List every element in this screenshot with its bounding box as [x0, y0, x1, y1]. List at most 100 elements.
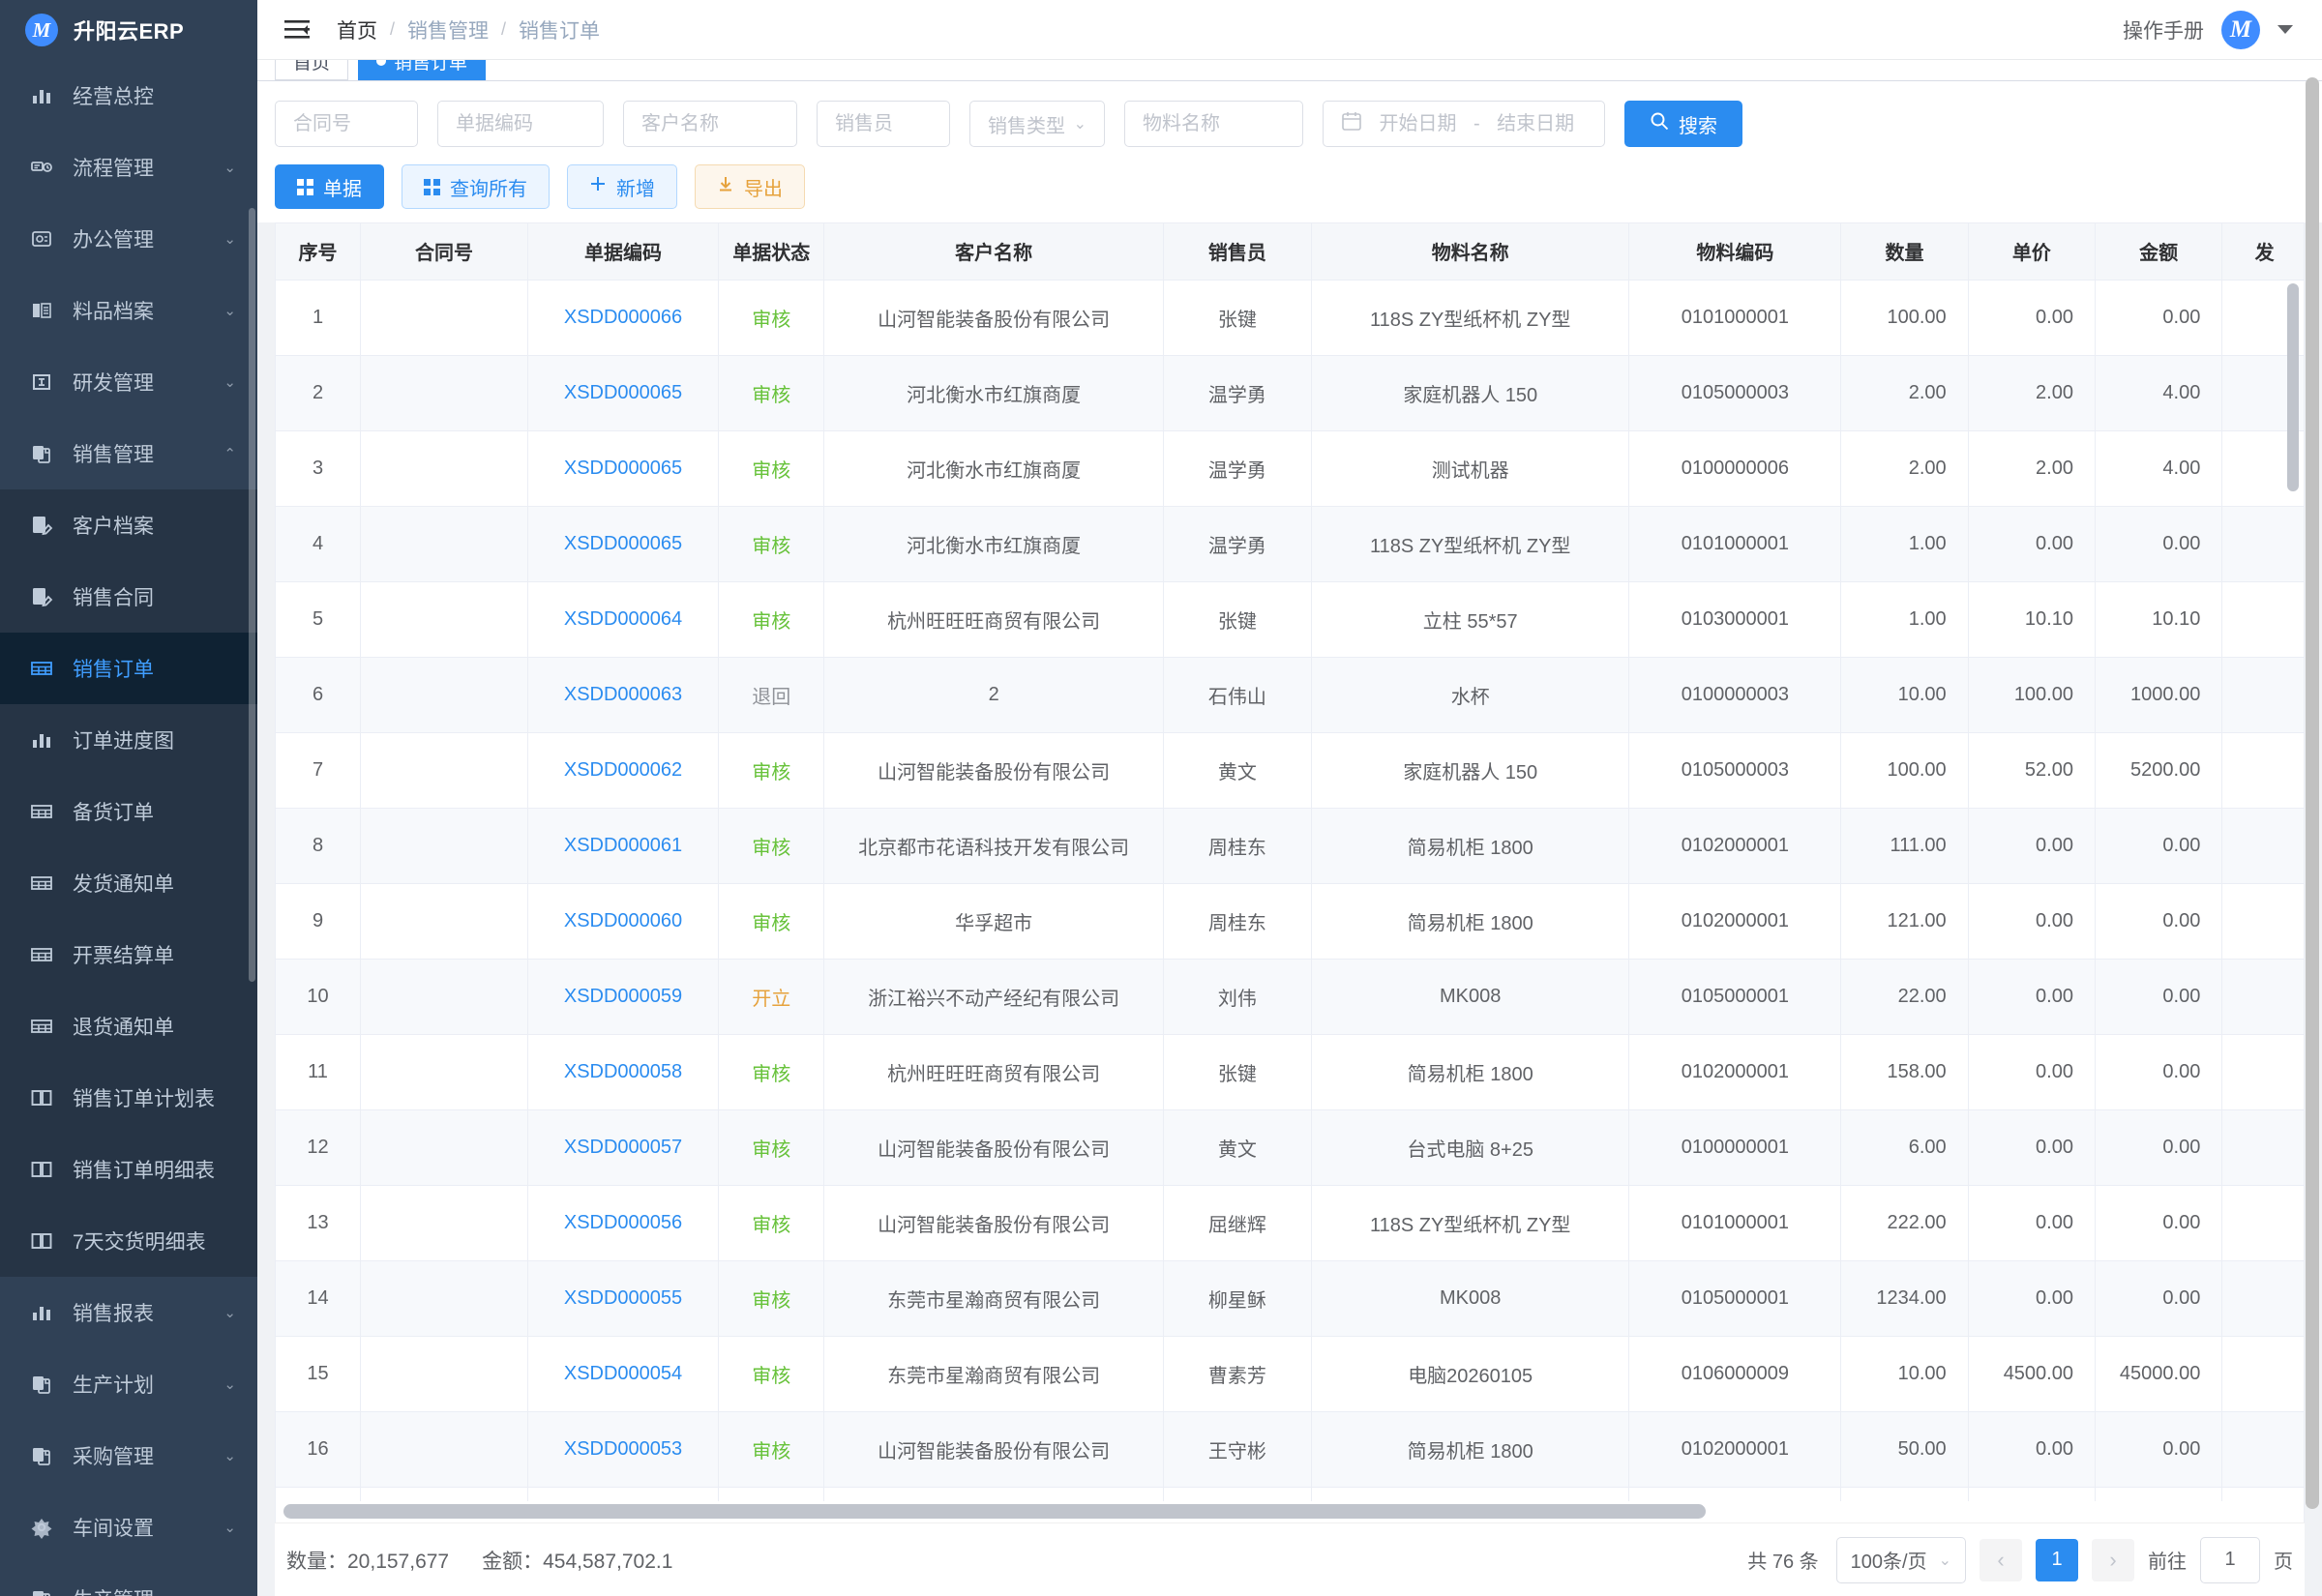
operation-manual-link[interactable]: 操作手册 — [2123, 19, 2204, 43]
row-doc-no[interactable]: XSDD000062 — [527, 732, 720, 809]
table-row[interactable]: 8 XSDD000061 审核 北京都市花语科技开发有限公司 周桂东 简易机柜 1800 0… — [276, 808, 2304, 884]
customer-input[interactable] — [641, 112, 779, 135]
date-end-input[interactable] — [1489, 112, 1582, 135]
sidebar-item-4[interactable]: 研发管理 ⌄ — [0, 346, 257, 418]
table-vertical-scrollbar[interactable] — [2287, 283, 2299, 491]
column-header-2[interactable]: 单据编码 — [527, 223, 720, 281]
customer-field[interactable] — [623, 101, 797, 147]
page-size-select[interactable]: 100条/页 ⌄ — [1835, 1536, 1966, 1583]
sidebar-item-20[interactable]: 车间设置 ⌄ — [0, 1492, 257, 1563]
menu-collapse-icon[interactable] — [283, 15, 312, 44]
row-doc-no[interactable]: XSDD000052 — [527, 1487, 720, 1501]
row-doc-no[interactable]: XSDD000064 — [527, 581, 720, 658]
search-button[interactable]: 搜索 — [1624, 101, 1742, 147]
sidebar-item-5[interactable]: 销售管理 ⌃ — [0, 418, 257, 489]
sidebar-item-16[interactable]: 7天交货明细表 — [0, 1205, 257, 1277]
date-start-input[interactable] — [1372, 112, 1464, 135]
table-row[interactable]: 14 XSDD000055 审核 东莞市星瀚商贸有限公司 柳星稣 MK008 0105000… — [276, 1260, 2304, 1337]
sidebar-item-10[interactable]: 备货订单 — [0, 776, 257, 847]
tab-home[interactable]: 首页 — [275, 60, 349, 80]
column-header-7[interactable]: 物料编码 — [1628, 223, 1842, 281]
next-page-button[interactable]: › — [2092, 1538, 2134, 1581]
row-doc-no[interactable]: XSDD000056 — [527, 1185, 720, 1261]
table-row[interactable]: 12 XSDD000057 审核 山河智能装备股份有限公司 黄文 台式电脑 8+25 010… — [276, 1109, 2304, 1186]
sidebar-item-14[interactable]: 销售订单计划表 — [0, 1062, 257, 1134]
doc-no-field[interactable] — [437, 101, 604, 147]
column-header-11[interactable]: 发 — [2221, 223, 2304, 281]
date-range-field[interactable]: - — [1323, 101, 1605, 147]
table-row[interactable]: 6 XSDD000063 退回 2 石伟山 水杯 0100000003 10.00 100.00… — [276, 657, 2304, 733]
sidebar-item-17[interactable]: 销售报表 ⌄ — [0, 1277, 257, 1348]
salesman-field[interactable] — [817, 101, 950, 147]
breadcrumb-item-sales-management[interactable]: 销售管理 — [407, 19, 490, 43]
add-button[interactable]: 新增 — [567, 164, 677, 209]
column-header-9[interactable]: 单价 — [1968, 223, 2096, 281]
contract-no-field[interactable] — [275, 101, 418, 147]
sidebar-item-6[interactable]: 客户档案 — [0, 489, 257, 561]
sidebar-item-21[interactable]: 生产管理⌄ — [0, 1563, 257, 1596]
table-row[interactable]: 1 XSDD000066 审核 山河智能装备股份有限公司 张键 118S ZY型纸杯机 Z… — [276, 280, 2304, 356]
column-header-6[interactable]: 物料名称 — [1311, 223, 1630, 281]
sidebar-item-9[interactable]: 订单进度图 — [0, 704, 257, 776]
row-doc-no[interactable]: XSDD000055 — [527, 1260, 720, 1337]
breadcrumb-item-home[interactable]: 首页 — [337, 19, 377, 43]
sidebar-item-13[interactable]: 退货通知单 — [0, 990, 257, 1062]
sidebar-scrollbar[interactable] — [249, 208, 255, 982]
page-number-1[interactable]: 1 — [2036, 1538, 2078, 1581]
material-field[interactable] — [1124, 101, 1303, 147]
prev-page-button[interactable]: ‹ — [1980, 1538, 2022, 1581]
salesman-input[interactable] — [835, 112, 932, 135]
row-doc-no[interactable]: XSDD000059 — [527, 959, 720, 1035]
tab-sales-order[interactable]: 销售订单 — [358, 60, 487, 80]
row-doc-no[interactable]: XSDD000066 — [527, 280, 720, 356]
doc-no-input[interactable] — [456, 112, 585, 135]
table-row[interactable]: 17 XSDD000052退回北京都市花语科技开发有限公司黄文保存箱拉杆 lx-0… — [276, 1487, 2304, 1501]
row-doc-no[interactable]: XSDD000063 — [527, 657, 720, 733]
table-row[interactable]: 4 XSDD000065 审核 河北衡水市红旗商厦 温学勇 118S ZY型纸杯机 ZY型… — [276, 506, 2304, 582]
row-doc-no[interactable]: XSDD000061 — [527, 808, 720, 884]
table-row[interactable]: 9 XSDD000060 审核 华孚超市 周桂东 简易机柜 1800 0102000001 1… — [276, 883, 2304, 960]
sidebar-item-1[interactable]: 流程管理 ⌄ — [0, 132, 257, 203]
sidebar-item-7[interactable]: 销售合同 — [0, 561, 257, 633]
table-row[interactable]: 5 XSDD000064 审核 杭州旺旺旺商贸有限公司 张键 立柱 55*57 010300… — [276, 581, 2304, 658]
table-row[interactable]: 3 XSDD000065 审核 河北衡水市红旗商厦 温学勇 测试机器 0100000006 2… — [276, 430, 2304, 507]
sidebar-item-18[interactable]: 生产计划 ⌄ — [0, 1348, 257, 1420]
sidebar-item-12[interactable]: 开票结算单 — [0, 919, 257, 990]
chevron-down-icon[interactable] — [2277, 25, 2293, 34]
query-all-button[interactable]: 查询所有 — [402, 164, 550, 209]
page-vertical-scrollbar[interactable] — [2306, 77, 2319, 1509]
table-row[interactable]: 16 XSDD000053 审核 山河智能装备股份有限公司 王守彬 简易机柜 1800 01… — [276, 1411, 2304, 1488]
sidebar-item-8[interactable]: 销售订单 — [0, 633, 257, 704]
table-horizontal-scrollbar[interactable] — [283, 1504, 1706, 1519]
column-header-0[interactable]: 序号 — [276, 223, 362, 281]
sidebar-item-0[interactable]: 经营总控 — [0, 60, 257, 132]
row-doc-no[interactable]: XSDD000054 — [527, 1336, 720, 1412]
column-header-8[interactable]: 数量 — [1840, 223, 1969, 281]
column-header-5[interactable]: 销售员 — [1163, 223, 1313, 281]
row-doc-no[interactable]: XSDD000065 — [527, 430, 720, 507]
table-row[interactable]: 11 XSDD000058 审核 杭州旺旺旺商贸有限公司 张键 简易机柜 1800 0102… — [276, 1034, 2304, 1110]
table-row[interactable]: 13 XSDD000056 审核 山河智能装备股份有限公司 屈继辉 118S ZY型纸杯机… — [276, 1185, 2304, 1261]
table-row[interactable]: 10 XSDD000059 开立 浙江裕兴不动产经纪有限公司 刘伟 MK008 010500… — [276, 959, 2304, 1035]
column-header-3[interactable]: 单据状态 — [718, 223, 825, 281]
row-doc-no[interactable]: XSDD000057 — [527, 1109, 720, 1186]
export-button[interactable]: 导出 — [695, 164, 805, 209]
sidebar-item-15[interactable]: 销售订单明细表 — [0, 1134, 257, 1205]
row-doc-no[interactable]: XSDD000065 — [527, 506, 720, 582]
jump-page-input[interactable] — [2200, 1536, 2260, 1583]
column-header-10[interactable]: 金额 — [2095, 223, 2223, 281]
sidebar-item-11[interactable]: 发货通知单 — [0, 847, 257, 919]
column-header-1[interactable]: 合同号 — [360, 223, 528, 281]
row-doc-no[interactable]: XSDD000053 — [527, 1411, 720, 1488]
doc-button[interactable]: 单据 — [275, 164, 384, 209]
brand[interactable]: M 升阳云ERP — [0, 0, 257, 60]
sidebar-item-2[interactable]: 办公管理 ⌄ — [0, 203, 257, 275]
sidebar-item-3[interactable]: 料品档案 ⌄ — [0, 275, 257, 346]
sale-type-select[interactable]: 销售类型 ⌄ — [969, 101, 1105, 147]
sidebar-item-19[interactable]: 采购管理 ⌄ — [0, 1420, 257, 1492]
contract-no-input[interactable] — [293, 112, 400, 135]
row-doc-no[interactable]: XSDD000058 — [527, 1034, 720, 1110]
table-row[interactable]: 7 XSDD000062 审核 山河智能装备股份有限公司 黄文 家庭机器人 150 0105… — [276, 732, 2304, 809]
row-doc-no[interactable]: XSDD000060 — [527, 883, 720, 960]
row-doc-no[interactable]: XSDD000065 — [527, 355, 720, 431]
